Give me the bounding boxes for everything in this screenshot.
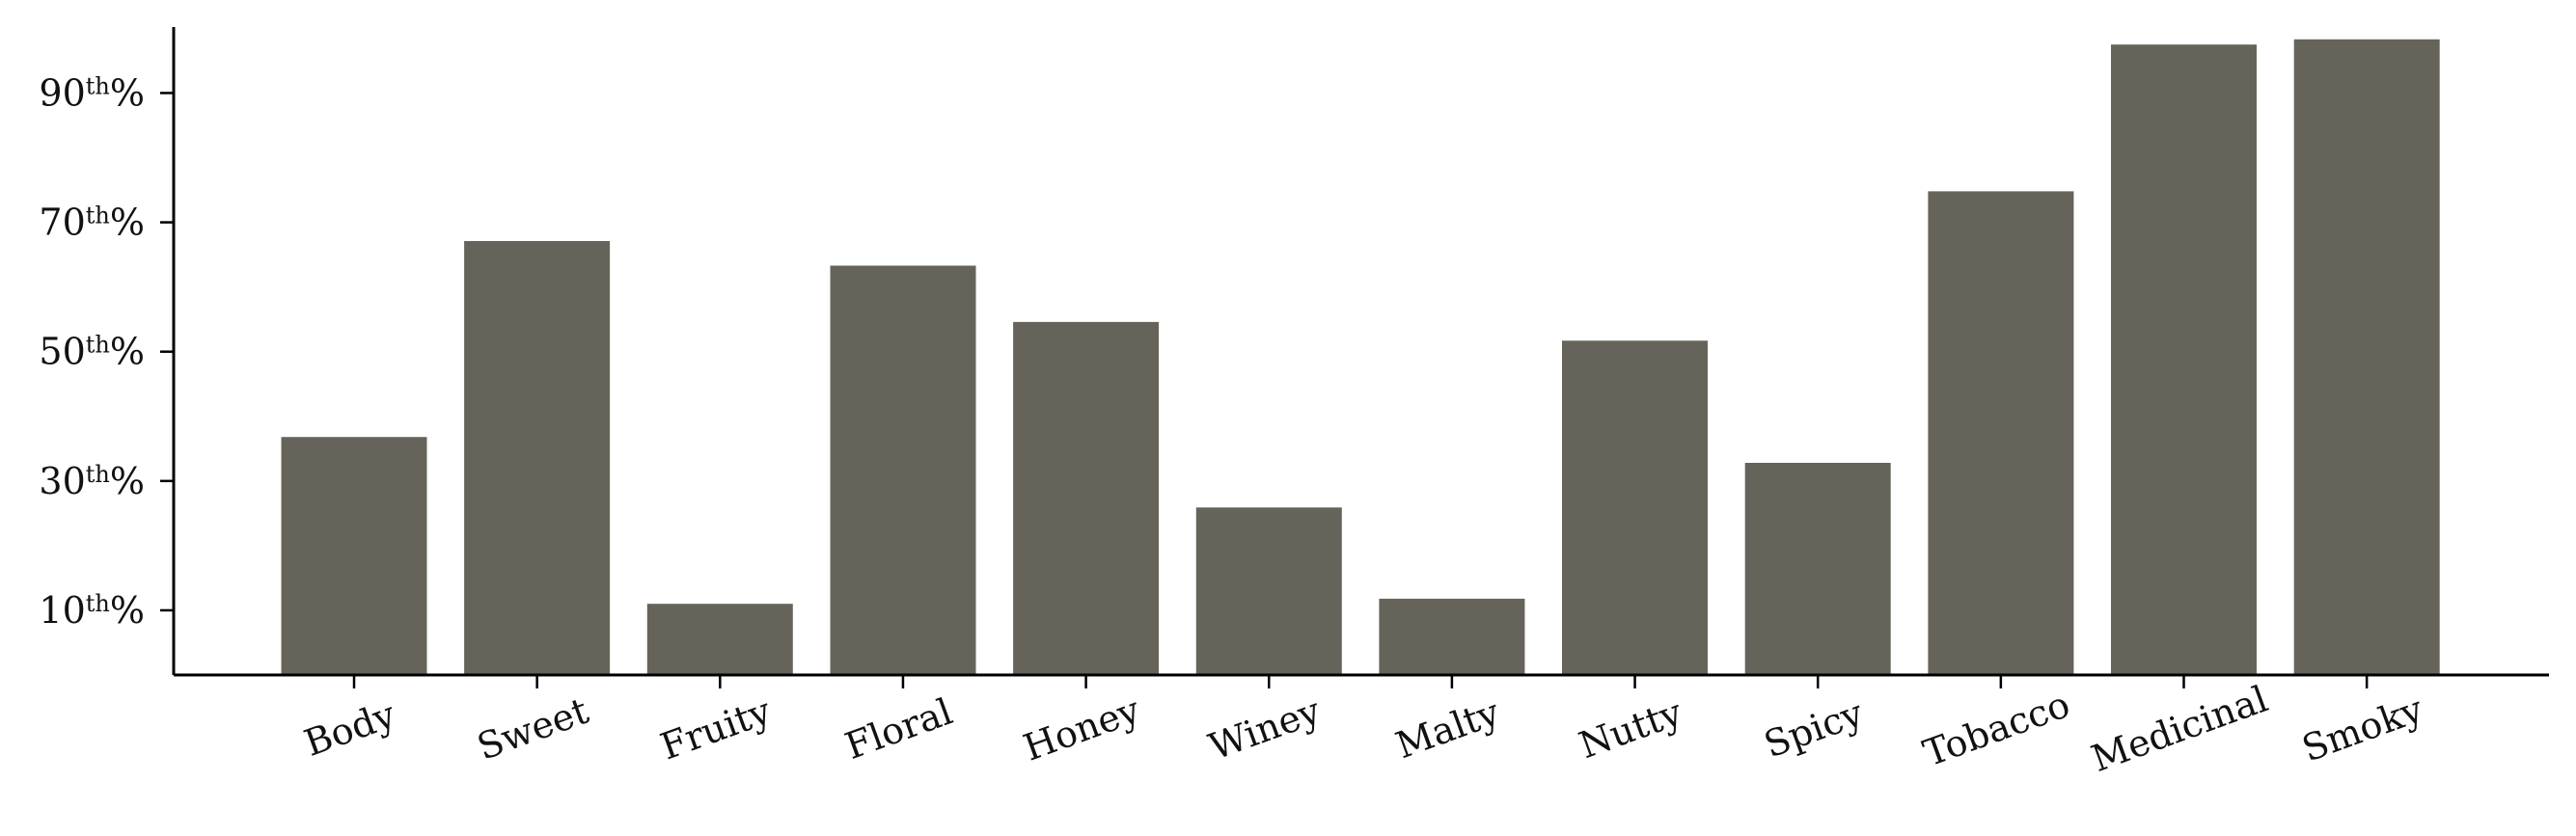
x-tick-label: Winey [1203,689,1326,769]
bar-honey [1013,321,1160,675]
bar-winey [1195,507,1342,675]
y-tick-label: 10th% [39,589,145,632]
bar-floral [830,265,976,675]
bar-tobacco [1928,191,2074,675]
bars-group [281,39,2440,676]
x-tick-label: Smoky [2296,688,2428,770]
bar-spicy [1744,463,1891,675]
bar-sweet [464,241,611,675]
x-tick-label: Spicy [1759,691,1869,767]
x-tick-label: Floral [839,690,958,768]
x-axis-ticks: Body Sweet Fruity Floral Honey Winey Malty Nutt… [299,675,2429,780]
x-tick-label: Fruity [655,689,777,769]
bar-smoky [2293,39,2440,676]
bar-medicinal [2111,44,2257,675]
bar-nutty [1562,340,1708,675]
x-tick-label: Malty [1390,690,1505,767]
x-tick-label: Tobacco [1918,683,2075,774]
bar-body [281,437,427,675]
y-tick-label: 70th% [39,202,145,244]
x-tick-label: Nutty [1574,690,1688,767]
x-tick-label: Honey [1018,688,1145,769]
bar-fruity [646,604,793,675]
y-tick-label: 50th% [39,331,145,373]
x-tick-label: Body [299,692,401,765]
y-tick-label: 90th% [39,71,145,114]
x-tick-label: Sweet [472,689,594,769]
bar-malty [1379,598,1525,675]
y-axis-ticks: 10th% 30th% 50th% 70th% 90th% [39,71,174,632]
y-tick-label: 30th% [39,460,145,502]
x-tick-label: Medicinal [2086,678,2273,781]
